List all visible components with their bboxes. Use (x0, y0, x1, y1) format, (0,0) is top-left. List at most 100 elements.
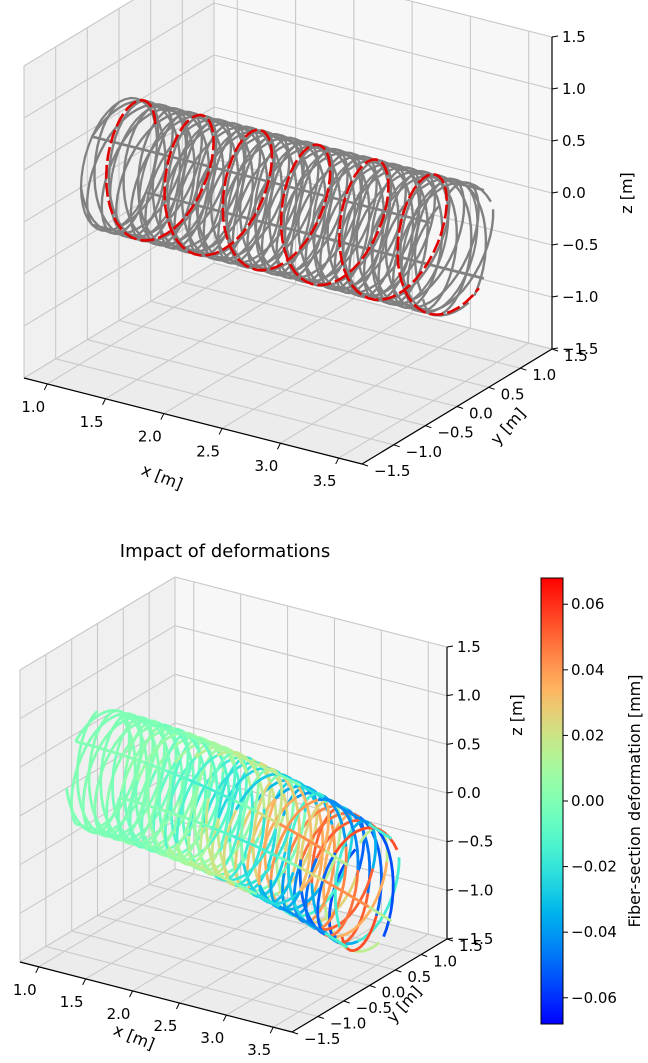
y-tick-label: 0.0 (469, 405, 493, 423)
helix-fiber-segment (79, 805, 141, 839)
x-axis-label: x [m] (111, 1020, 158, 1054)
helix-fiber-segment (111, 751, 137, 847)
stringer-segment (278, 905, 303, 921)
panel-1: 1.01.52.02.53.03.5−1.5−1.0−0.50.00.51.01… (13, 541, 644, 1059)
y-tick-mark (456, 406, 464, 409)
stringer-segment (186, 734, 211, 746)
stringer-segment (368, 823, 393, 840)
x-tick-label: 1.0 (21, 398, 45, 416)
helix-fiber-segment (336, 861, 389, 939)
z-tick-mark (551, 87, 559, 90)
x-tick-mark (35, 966, 40, 974)
x-tick-mark (82, 978, 87, 986)
helix-fiber-segment (257, 796, 298, 886)
helix-fiber-segment (221, 768, 243, 870)
helix-fiber-segment (175, 837, 212, 867)
helix-fiber-segment (311, 824, 336, 921)
z-tick-mark (551, 35, 559, 38)
helix-fiber-segment (248, 851, 287, 899)
helix-fiber-segment (193, 778, 217, 878)
z-tick-mark (446, 645, 454, 648)
helix-fiber-segment (152, 761, 177, 853)
helix-fiber-segment (298, 802, 331, 894)
stringer-segment (322, 796, 347, 812)
x-tick-mark (335, 457, 340, 465)
y-tick-label: −0.5 (356, 999, 392, 1017)
helix-fiber-segment (158, 725, 178, 812)
helix-fiber-segment (157, 734, 182, 831)
stringer-segment (164, 809, 188, 820)
y-tick-label: 0.0 (382, 984, 406, 1002)
helix-fiber-segment (197, 764, 237, 856)
z-grid-line (23, 2, 215, 119)
colorbar-tick-label: 0.04 (571, 661, 604, 679)
y-grid-line (97, 914, 370, 987)
x-tick-label: 1.5 (80, 413, 104, 431)
stringer-segment (165, 769, 190, 782)
x-tick-mark (222, 1014, 227, 1022)
z-grid-line (23, 54, 215, 171)
stringer-segment (232, 752, 256, 765)
stringer-segment (301, 918, 326, 935)
y-tick-label: 0.5 (501, 385, 525, 403)
x-tick-label: 3.0 (200, 1029, 224, 1047)
stringer-segment (345, 809, 370, 826)
z-grid-line (174, 576, 448, 648)
stringer-segment (165, 851, 190, 864)
z-grid-line (174, 625, 448, 697)
colorbar-tick-label: 0.00 (571, 792, 604, 810)
x-axis-line (19, 961, 293, 1033)
y-tick-mark (421, 954, 428, 957)
z-tick-mark (446, 888, 454, 891)
helix-fiber-segment (163, 756, 197, 850)
z-tick-label: 0.0 (562, 184, 586, 202)
helix-fiber-segment (242, 863, 301, 905)
z-tick-label: 1.0 (457, 687, 481, 705)
y-tick-mark (395, 969, 402, 973)
y-grid-line (45, 945, 318, 1018)
stringer-segment (120, 753, 145, 764)
z-tick-mark (551, 295, 559, 298)
z-tick-label: 0.0 (457, 784, 481, 802)
y-tick-mark (343, 1000, 350, 1004)
colorbar-tick-label: −0.02 (571, 858, 617, 876)
stringer-segment (254, 844, 279, 858)
z-tick-mark (551, 191, 559, 194)
z-grid-line (213, 54, 553, 142)
z-tick-label: −0.5 (457, 833, 493, 851)
stringer-segment (210, 788, 235, 802)
z-grid-line (19, 625, 176, 720)
z-grid-line (19, 576, 176, 671)
z-tick-label: −1.0 (562, 288, 598, 306)
y-tick-label: 0.5 (407, 968, 431, 986)
helix-fiber-segment (234, 772, 300, 811)
y-tick-label: −1.5 (374, 462, 410, 480)
z-tick-mark (446, 694, 454, 697)
x-tick-mark (160, 413, 165, 420)
z-tick-mark (446, 937, 454, 940)
x-tick-label: 1.5 (60, 993, 84, 1011)
y-tick-label: 1.0 (433, 953, 457, 971)
y-axis-label: y [m] (487, 404, 530, 448)
stringer-segment (75, 822, 99, 832)
colorbar-tick-label: 0.06 (571, 595, 604, 613)
x-tick-mark (102, 398, 107, 405)
stringer-segment (232, 834, 256, 848)
panel-0: 1.01.52.02.53.03.5−1.5−1.0−0.50.00.51.01… (21, 0, 636, 494)
x-axis-label: x [m] (139, 460, 186, 494)
helix-fiber-segment (269, 879, 302, 911)
y-tick-mark (369, 985, 376, 988)
helix-fiber-segment (108, 712, 143, 741)
helix-fiber-segment (227, 787, 254, 880)
stringer-segment (300, 866, 325, 882)
z-grid-line (19, 868, 176, 963)
stringer-segment (277, 855, 302, 870)
stringer-segment (277, 772, 302, 787)
z-tick-mark (446, 791, 454, 794)
helix-fiber (107, 99, 470, 317)
x-tick-label: 1.0 (13, 981, 37, 999)
lattice-tube (65, 708, 401, 953)
stringer-segment (188, 778, 213, 792)
helix-fiber-segment (216, 819, 257, 893)
z-tick-label: 1.5 (457, 638, 481, 656)
